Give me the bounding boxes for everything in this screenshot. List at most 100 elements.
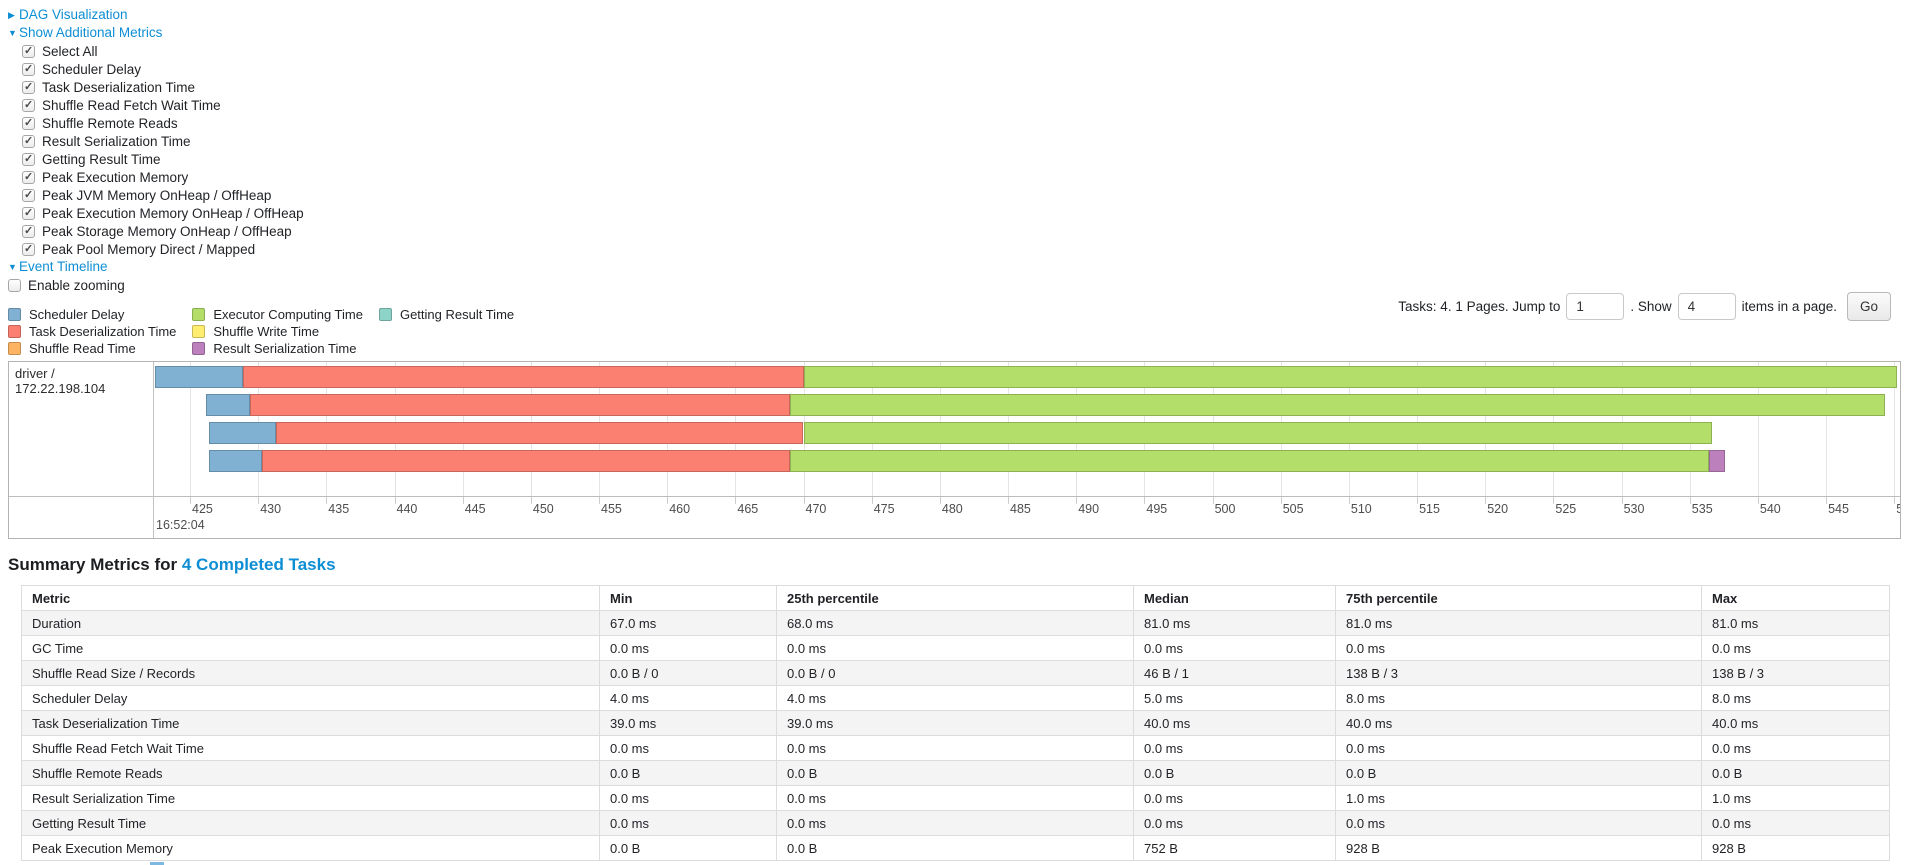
metric-checkbox[interactable] xyxy=(22,80,35,94)
metric-value-cell: 1.0 ms xyxy=(1701,785,1890,811)
legend-swatch-executor_computing xyxy=(192,308,206,321)
axis-tick-label: 535 xyxy=(1691,502,1713,516)
axis-tick-label: 490 xyxy=(1078,502,1100,516)
metric-checkbox[interactable] xyxy=(22,188,35,202)
metric-value-cell: 39.0 ms xyxy=(599,710,777,736)
legend-label: Task Deserialization Time xyxy=(29,324,177,339)
dag-visualization-toggle[interactable]: ▶ DAG Visualization xyxy=(8,6,1907,24)
show-text: . Show xyxy=(1630,299,1672,314)
metric-value-cell: 0.0 ms xyxy=(1335,635,1702,661)
metric-checkbox[interactable] xyxy=(22,152,35,166)
metric-value-cell: 81.0 ms xyxy=(1133,610,1336,636)
summary-heading-text: Summary Metrics for xyxy=(8,555,178,574)
metric-value-cell: 0.0 ms xyxy=(1701,635,1890,661)
task-bar-segment-task_deserialization[interactable] xyxy=(243,366,804,388)
metric-value-cell: 40.0 ms xyxy=(1701,710,1890,736)
metric-name-cell: Task Deserialization Time xyxy=(21,710,600,736)
metric-checkbox-row: Peak JVM Memory OnHeap / OffHeap xyxy=(22,186,1907,204)
metric-value-cell: 4.0 ms xyxy=(776,685,1134,711)
dag-visualization-link[interactable]: DAG Visualization xyxy=(19,7,128,22)
metric-name-cell: Result Serialization Time xyxy=(21,785,600,811)
task-bar-segment-scheduler_delay[interactable] xyxy=(209,422,276,444)
metric-checkbox-label: Scheduler Delay xyxy=(42,61,142,77)
task-bar-segment-task_deserialization[interactable] xyxy=(250,394,790,416)
metric-checkbox[interactable] xyxy=(22,206,35,220)
task-bar-segment-executor_computing[interactable] xyxy=(803,366,1897,388)
axis-tick-label: 510 xyxy=(1350,502,1372,516)
metric-value-cell: 0.0 ms xyxy=(1133,735,1336,761)
timeline-gridline xyxy=(1894,362,1896,496)
task-bar-segment-scheduler_delay[interactable] xyxy=(209,450,263,472)
task-bar-segment-executor_computing[interactable] xyxy=(789,394,1885,416)
legend-item-shuffle_write: Shuffle Write Time xyxy=(192,323,363,340)
timeline-legend-block: Scheduler Delay Task Deserialization Time… xyxy=(8,292,1907,357)
items-per-page-text: items in a page. xyxy=(1741,299,1837,314)
event-timeline-toggle[interactable]: ▼ Event Timeline xyxy=(8,258,1907,276)
event-timeline-link[interactable]: Event Timeline xyxy=(19,259,108,274)
table-header-cell: 25th percentile xyxy=(776,585,1134,611)
jump-to-page-input[interactable] xyxy=(1566,293,1625,320)
task-bar-segment-executor_computing[interactable] xyxy=(789,450,1709,472)
timeline-gridline xyxy=(1757,362,1759,496)
completed-tasks-link[interactable]: 4 Completed Tasks xyxy=(181,555,336,574)
items-per-page-input[interactable] xyxy=(1677,293,1736,320)
task-bar-segment-scheduler_delay[interactable] xyxy=(206,394,250,416)
metric-checkbox-row: Peak Execution Memory xyxy=(22,168,1907,186)
timeline-legend: Scheduler Delay Task Deserialization Time… xyxy=(8,306,1907,357)
show-additional-metrics-toggle[interactable]: ▼ Show Additional Metrics xyxy=(8,24,1907,42)
axis-tick-label: 545 xyxy=(1828,502,1849,516)
table-row: Duration 67.0 ms 68.0 ms 81.0 ms 81.0 ms 81.0… xyxy=(21,610,1890,636)
axis-tick-label: 430 xyxy=(260,502,282,516)
clipped-next-section-sliver xyxy=(150,862,164,865)
metric-value-cell: 0.0 B xyxy=(599,760,777,786)
summary-metrics-table: Metric Min 25th percentile Median 75th perce… xyxy=(21,585,1890,861)
metric-checkbox-label: Peak Pool Memory Direct / Mapped xyxy=(42,241,256,257)
go-button[interactable]: Go xyxy=(1846,292,1891,321)
metric-checkbox[interactable] xyxy=(22,98,35,112)
metric-value-cell: 0.0 ms xyxy=(599,635,777,661)
metric-checkbox[interactable] xyxy=(22,44,35,58)
metric-value-cell: 4.0 ms xyxy=(599,685,777,711)
task-bar-segment-task_deserialization[interactable] xyxy=(262,450,790,472)
metric-name-cell: Shuffle Remote Reads xyxy=(21,760,600,786)
axis-tick xyxy=(1826,497,1828,504)
metric-checkbox[interactable] xyxy=(22,116,35,130)
metric-value-cell: 46 B / 1 xyxy=(1133,660,1336,686)
show-additional-metrics-link[interactable]: Show Additional Metrics xyxy=(19,25,163,40)
metric-checkbox[interactable] xyxy=(22,134,35,148)
axis-tick xyxy=(190,497,191,504)
metric-checkbox-label: Peak Storage Memory OnHeap / OffHeap xyxy=(42,223,292,239)
metric-value-cell: 0.0 B / 0 xyxy=(776,660,1134,686)
task-pagination: Tasks: 4. 1 Pages. Jump to . Show items … xyxy=(1398,292,1891,321)
legend-swatch-task_deserialization xyxy=(8,325,21,338)
axis-tick xyxy=(1553,497,1555,504)
metric-checkbox[interactable] xyxy=(22,224,35,238)
legend-label: Result Serialization Time xyxy=(213,341,357,356)
enable-zooming-checkbox[interactable] xyxy=(8,278,21,292)
axis-tick xyxy=(1348,497,1350,504)
task-bar-segment-result_serialization[interactable] xyxy=(1708,450,1726,472)
axis-tick xyxy=(803,497,805,504)
legend-label: Executor Computing Time xyxy=(213,307,363,322)
metric-value-cell: 0.0 ms xyxy=(1133,785,1336,811)
metric-checkbox-label: Peak Execution Memory OnHeap / OffHeap xyxy=(42,205,304,221)
axis-tick-label: 525 xyxy=(1555,502,1577,516)
task-bar-segment-scheduler_delay[interactable] xyxy=(154,366,244,388)
metric-checkbox[interactable] xyxy=(22,242,35,256)
axis-tick xyxy=(871,497,873,504)
metric-checkbox[interactable] xyxy=(22,170,35,184)
metric-value-cell: 0.0 ms xyxy=(776,785,1134,811)
table-header-cell: Median xyxy=(1133,585,1336,611)
task-bar-segment-task_deserialization[interactable] xyxy=(275,422,804,444)
legend-label: Getting Result Time xyxy=(399,307,515,322)
legend-swatch-shuffle_write xyxy=(192,325,206,338)
metric-value-cell: 0.0 B xyxy=(776,760,1134,786)
axis-tick-label: 445 xyxy=(464,502,486,516)
task-bar-segment-executor_computing[interactable] xyxy=(803,422,1712,444)
metric-value-cell: 0.0 ms xyxy=(1133,810,1336,836)
table-row: Peak Execution Memory 0.0 B 0.0 B 752 B 928 … xyxy=(21,835,1890,861)
metric-name-cell: Duration xyxy=(21,610,600,636)
metric-checkbox-label: Shuffle Read Fetch Wait Time xyxy=(42,97,221,113)
timeline-axis: 16:52:04 425 430 435 440 445 450 455 460 465 470 4… xyxy=(9,496,1900,538)
metric-checkbox[interactable] xyxy=(22,62,35,76)
